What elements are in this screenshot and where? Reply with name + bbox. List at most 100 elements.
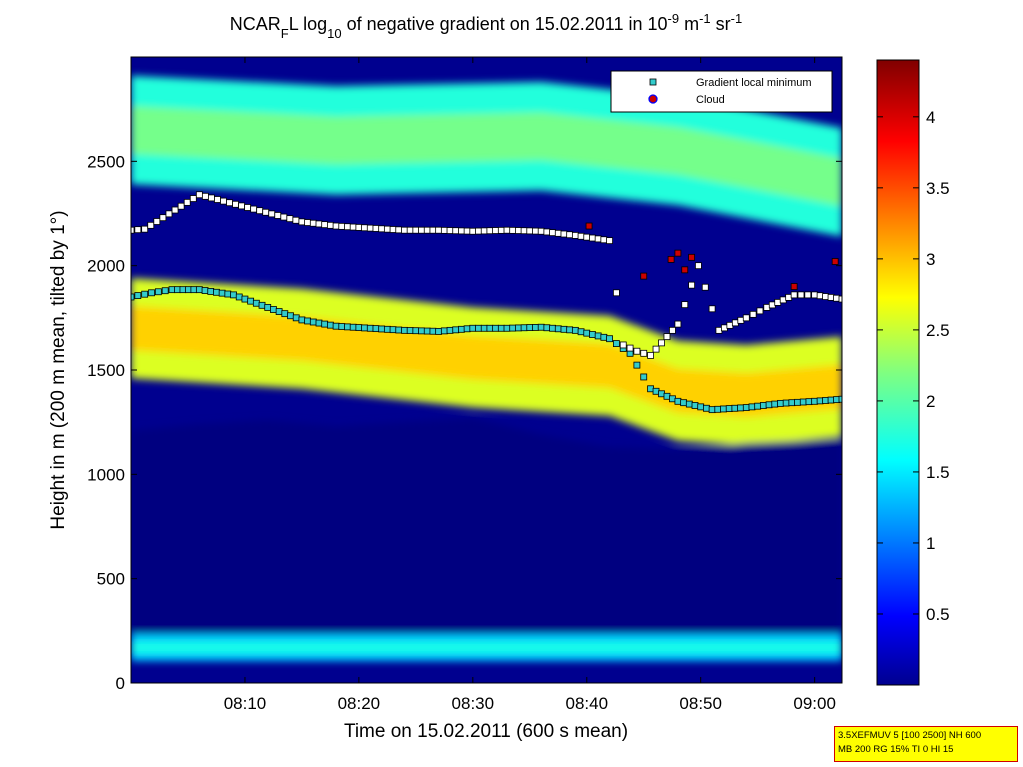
y-tick-label: 500 xyxy=(97,570,125,589)
series-0-marker xyxy=(612,340,620,347)
series-1-marker xyxy=(446,227,454,234)
series-1-marker xyxy=(674,320,682,328)
series-0-marker xyxy=(549,324,556,332)
series-0-marker xyxy=(685,400,693,408)
series-1-marker xyxy=(626,344,634,352)
series-1-marker xyxy=(361,224,368,232)
series-0-marker xyxy=(338,323,346,330)
x-axis: 08:10 08:20 08:30 08:40 08:50 09:00 xyxy=(224,57,836,713)
series-1-marker xyxy=(208,194,215,202)
series-0-marker xyxy=(838,395,842,403)
series-0-marker xyxy=(412,327,420,335)
series-0-marker xyxy=(589,331,596,338)
series-0-marker xyxy=(463,325,471,333)
series-0-marker xyxy=(566,326,574,334)
series-0-marker xyxy=(714,405,722,413)
series-2-marker xyxy=(831,258,839,265)
series-0-marker xyxy=(435,327,443,335)
series-0-marker xyxy=(765,401,773,409)
series-0-marker xyxy=(503,324,511,332)
series-0-marker xyxy=(372,325,380,333)
x-tick-label: 08:20 xyxy=(338,694,381,713)
series-0-marker xyxy=(640,373,648,381)
series-1-marker xyxy=(401,226,408,234)
series-0-marker xyxy=(213,288,220,296)
series-1-marker xyxy=(298,218,306,226)
x-tick-label: 08:10 xyxy=(224,694,267,713)
series-0-marker xyxy=(788,399,796,407)
series-1-marker xyxy=(838,295,842,303)
series-0-marker xyxy=(389,326,397,334)
series-0-marker xyxy=(492,324,500,332)
series-0-marker xyxy=(600,333,608,341)
series-0-marker xyxy=(805,398,813,406)
series-1-marker xyxy=(695,262,702,270)
legend-label: Gradient local minimum xyxy=(696,77,812,89)
title-part-exp2: -1 xyxy=(699,11,711,26)
series-1-marker xyxy=(669,326,676,334)
colorbar-tick-label: 3.5 xyxy=(926,179,950,198)
series-0-marker xyxy=(469,324,477,332)
series-1-marker xyxy=(220,197,227,205)
series-1-marker xyxy=(226,199,233,207)
series-0-marker xyxy=(429,327,437,335)
series-0-marker xyxy=(754,402,762,410)
series-1-marker xyxy=(147,221,155,229)
series-1-marker xyxy=(171,206,179,214)
colorbar-tick-label: 4 xyxy=(926,108,935,127)
series-0-marker xyxy=(577,328,585,336)
series-0-marker xyxy=(458,325,465,333)
series-1-marker xyxy=(571,232,579,239)
series-1-marker xyxy=(619,341,627,349)
series-0-marker xyxy=(224,290,232,298)
series-1-marker xyxy=(355,224,363,231)
series-1-marker xyxy=(309,219,317,227)
x-tick-label: 08:30 xyxy=(452,694,495,713)
series-0-marker xyxy=(543,324,551,332)
series-1-marker xyxy=(423,226,431,234)
series-1-marker xyxy=(383,225,391,233)
series-0-marker xyxy=(799,398,807,406)
series-1-marker xyxy=(549,229,556,237)
series-1-marker xyxy=(749,310,757,318)
series-1-marker xyxy=(497,226,505,234)
colorbar-tick-label: 0.5 xyxy=(926,605,950,624)
series-0-marker xyxy=(247,297,255,305)
series-1-marker xyxy=(321,221,329,229)
y-tick-label: 2500 xyxy=(87,152,125,171)
series-0-marker xyxy=(161,287,169,295)
series-0-marker xyxy=(148,289,155,297)
series-1-marker xyxy=(469,227,477,235)
series-0-marker xyxy=(720,405,727,413)
series-1-marker xyxy=(475,227,482,235)
series-2-marker xyxy=(688,253,695,261)
series-0-marker xyxy=(571,326,579,334)
series-0-marker xyxy=(509,324,517,332)
series-1-marker xyxy=(606,237,613,245)
series-0-marker xyxy=(520,324,528,332)
heatmap-layers xyxy=(131,75,842,662)
series-0-marker xyxy=(497,324,505,332)
title-text: NCARFL log10 of negative gradient on 15.… xyxy=(230,11,742,41)
series-0-marker xyxy=(235,293,243,301)
series-0-marker xyxy=(691,402,699,409)
y-axis: 0 500 1000 1500 2000 2500 xyxy=(87,152,842,693)
series-1-marker xyxy=(452,227,460,235)
series-1-marker xyxy=(326,221,334,229)
series-1-marker xyxy=(701,283,709,291)
settings-annotation-box: 3.5XEFMUV 5 [100 2500] NH 600 MB 200 RG … xyxy=(834,726,1018,762)
series-1-marker xyxy=(256,207,264,215)
series-1-marker xyxy=(349,223,357,231)
series-0-marker xyxy=(201,287,209,294)
series-0-marker xyxy=(154,288,162,296)
series-0-marker xyxy=(537,323,545,331)
series-2-marker xyxy=(790,283,798,290)
title-part-after_prefix: L log xyxy=(289,14,327,34)
series-1-marker xyxy=(389,226,397,233)
colorbar: 0.5 1 1.5 2 2.5 3 3.5 4 xyxy=(876,59,950,686)
series-1-marker xyxy=(418,226,425,234)
series-1-marker xyxy=(708,305,716,313)
series-0-marker xyxy=(532,323,539,331)
series-1-marker xyxy=(440,226,448,234)
series-1-marker xyxy=(274,212,282,219)
